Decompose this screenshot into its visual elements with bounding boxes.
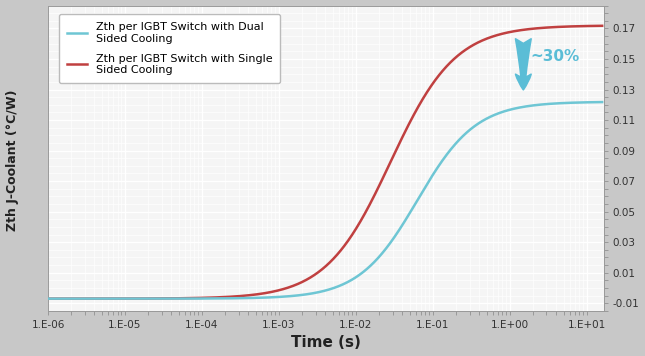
Text: Zth J-Coolant (°C/W): Zth J-Coolant (°C/W) <box>6 89 19 231</box>
Legend: Zth per IGBT Switch with Dual
Sided Cooling, Zth per IGBT Switch with Single
Sid: Zth per IGBT Switch with Dual Sided Cool… <box>59 14 280 83</box>
Text: ~30%: ~30% <box>531 49 580 64</box>
X-axis label: Time (s): Time (s) <box>291 335 361 350</box>
